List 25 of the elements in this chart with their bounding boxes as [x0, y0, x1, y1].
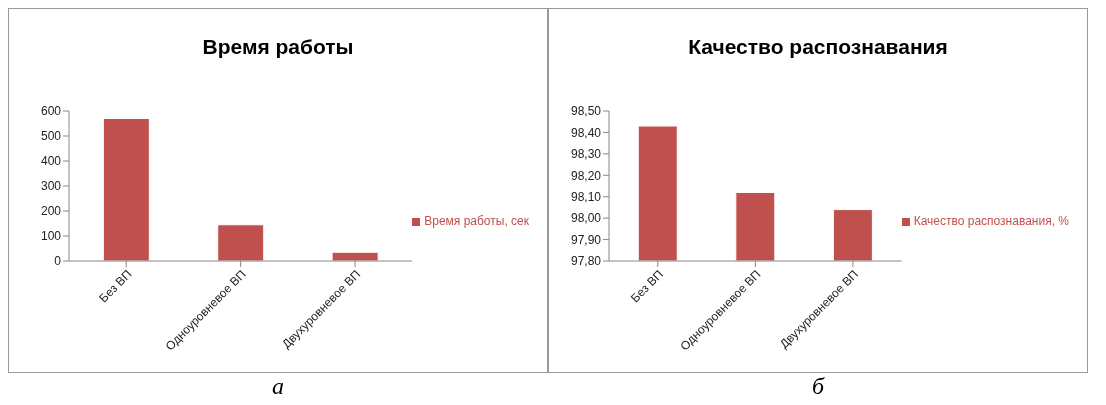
text: а — [271, 373, 285, 400]
legend-label: Качество распознавания, % — [913, 214, 1069, 228]
y-tick-label: 400 — [40, 154, 62, 169]
y-tick-label: 500 — [40, 129, 62, 144]
y-tick-label: 98,20 — [570, 168, 602, 183]
y-tick-label: 98,00 — [570, 211, 602, 226]
legend-label: Время работы, сек — [424, 214, 529, 228]
y-tick-label: 600 — [40, 104, 62, 119]
y-tick-label: 200 — [40, 204, 62, 219]
y-tick-label: 98,30 — [570, 147, 602, 162]
y-tick-label: 97,80 — [570, 254, 602, 269]
y-tick-label: 97,90 — [570, 232, 602, 247]
chart-title: Качество распознавания — [687, 35, 949, 60]
y-tick-label: 98,40 — [570, 125, 602, 140]
bar — [102, 118, 150, 261]
x-tick-label: Без ВП — [96, 267, 135, 306]
y-tick-label: 0 — [54, 254, 62, 269]
text: б — [810, 373, 826, 400]
y-tick-label: 98,50 — [570, 104, 602, 119]
x-tick-label: Без ВП — [627, 267, 666, 306]
y-tick-label: 98,10 — [570, 189, 602, 204]
chart-title: Время работы — [201, 35, 355, 60]
y-tick-label: 100 — [40, 229, 62, 244]
y-tick-label: 300 — [40, 179, 62, 194]
bar — [217, 224, 265, 261]
